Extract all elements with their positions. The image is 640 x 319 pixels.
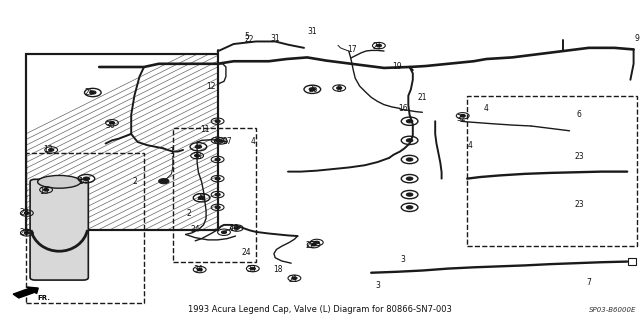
Circle shape xyxy=(215,120,220,122)
Circle shape xyxy=(159,179,169,184)
Text: 11: 11 xyxy=(200,125,209,134)
Text: 12: 12 xyxy=(207,82,216,91)
Text: 14: 14 xyxy=(78,177,88,186)
Circle shape xyxy=(406,158,413,161)
Bar xyxy=(173,128,256,262)
Text: 26: 26 xyxy=(308,85,319,94)
Text: 22: 22 xyxy=(245,35,254,44)
Text: 28: 28 xyxy=(20,208,29,217)
Text: 24: 24 xyxy=(241,248,252,256)
Circle shape xyxy=(24,232,29,234)
Circle shape xyxy=(215,177,220,180)
Circle shape xyxy=(337,87,342,89)
Text: 2: 2 xyxy=(186,209,191,218)
Bar xyxy=(467,96,637,246)
Text: 5: 5 xyxy=(244,32,249,41)
Text: 29: 29 xyxy=(19,228,29,237)
Text: 33: 33 xyxy=(246,265,257,274)
Circle shape xyxy=(406,139,413,142)
Text: 22: 22 xyxy=(306,241,315,250)
Circle shape xyxy=(195,154,200,157)
Circle shape xyxy=(218,140,223,142)
Text: 1: 1 xyxy=(169,147,174,156)
Circle shape xyxy=(215,139,220,142)
Text: 16: 16 xyxy=(398,104,408,113)
Text: 21: 21 xyxy=(418,93,427,102)
Text: 13: 13 xyxy=(43,145,53,154)
Text: 19: 19 xyxy=(392,63,402,71)
Text: 4: 4 xyxy=(484,104,489,113)
Circle shape xyxy=(215,193,220,196)
Circle shape xyxy=(314,241,319,244)
Circle shape xyxy=(221,231,227,234)
Text: 1993 Acura Legend Cap, Valve (L) Diagram for 80866-SN7-003: 1993 Acura Legend Cap, Valve (L) Diagram… xyxy=(188,305,452,314)
Circle shape xyxy=(406,177,413,180)
Text: 30: 30 xyxy=(192,152,202,161)
Text: 21: 21 xyxy=(373,42,382,51)
Text: 4: 4 xyxy=(468,141,473,150)
Text: 10: 10 xyxy=(228,224,239,233)
Circle shape xyxy=(83,177,90,180)
Circle shape xyxy=(24,212,29,214)
Text: 34: 34 xyxy=(193,265,204,274)
Text: 3: 3 xyxy=(401,256,406,264)
Text: 15: 15 xyxy=(38,187,49,196)
Circle shape xyxy=(90,91,96,94)
Text: 27: 27 xyxy=(222,137,232,146)
Text: 31: 31 xyxy=(270,34,280,43)
Circle shape xyxy=(460,115,465,117)
Text: 17: 17 xyxy=(347,45,357,54)
Circle shape xyxy=(406,206,413,209)
Bar xyxy=(26,54,218,230)
Text: 3: 3 xyxy=(375,281,380,290)
Circle shape xyxy=(406,193,413,196)
Circle shape xyxy=(292,277,297,279)
Circle shape xyxy=(197,268,202,271)
Text: 32: 32 xyxy=(456,114,466,122)
Text: FR.: FR. xyxy=(37,295,50,301)
Text: 24: 24 xyxy=(190,225,200,234)
Circle shape xyxy=(309,88,316,91)
Text: 20: 20 xyxy=(196,193,207,202)
Circle shape xyxy=(311,243,316,246)
Circle shape xyxy=(109,122,115,124)
Circle shape xyxy=(44,189,49,191)
Text: 9: 9 xyxy=(634,34,639,43)
Text: 8: 8 xyxy=(337,85,342,94)
Circle shape xyxy=(234,227,239,229)
Text: 4: 4 xyxy=(250,137,255,146)
Text: 31: 31 xyxy=(307,27,317,36)
Text: 30: 30 xyxy=(106,121,116,130)
Text: 21: 21 xyxy=(289,275,298,284)
FancyArrow shape xyxy=(13,287,38,298)
Text: 6: 6 xyxy=(577,110,582,119)
Bar xyxy=(26,54,218,230)
Circle shape xyxy=(195,145,202,148)
Ellipse shape xyxy=(38,175,81,188)
Circle shape xyxy=(198,196,205,199)
Text: 25: 25 xyxy=(84,88,95,97)
Circle shape xyxy=(215,206,220,209)
FancyBboxPatch shape xyxy=(30,179,88,280)
Bar xyxy=(628,258,636,265)
Text: 23: 23 xyxy=(574,152,584,161)
Circle shape xyxy=(406,120,413,123)
Text: SP03-B6000E: SP03-B6000E xyxy=(589,307,637,313)
Text: 18: 18 xyxy=(274,265,283,274)
Circle shape xyxy=(49,149,54,151)
Circle shape xyxy=(250,267,255,270)
Text: 23: 23 xyxy=(574,200,584,209)
Bar xyxy=(26,153,144,303)
Circle shape xyxy=(215,158,220,161)
Text: 7: 7 xyxy=(586,278,591,287)
Text: 2: 2 xyxy=(132,177,137,186)
Circle shape xyxy=(376,44,381,47)
